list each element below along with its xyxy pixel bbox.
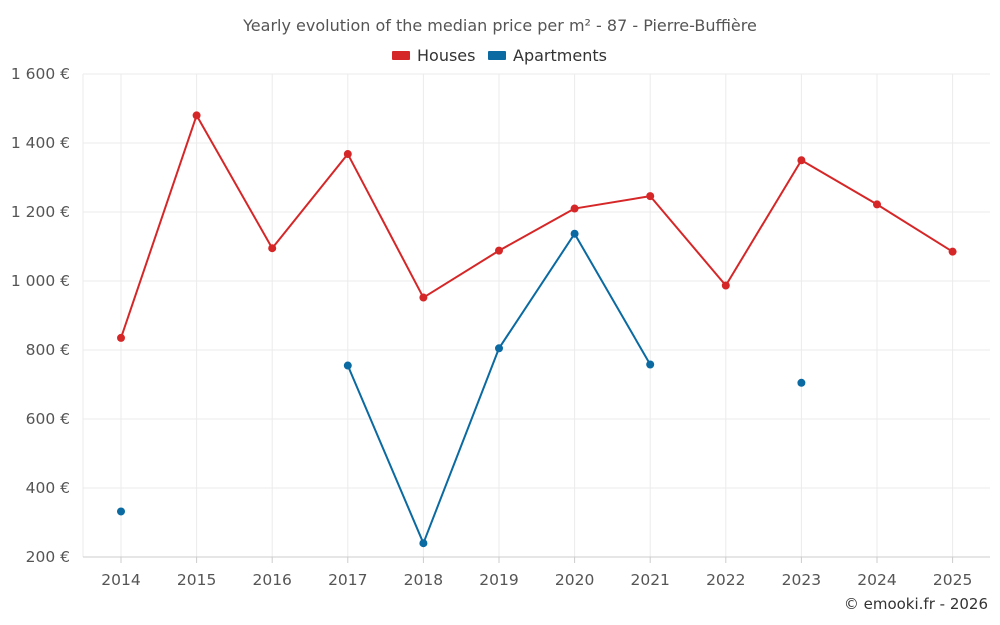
houses-point[interactable]	[570, 204, 579, 213]
apartments-point[interactable]	[570, 229, 579, 238]
houses-series-line	[120, 114, 954, 339]
y-tick-label: 1 200 €	[11, 203, 70, 221]
y-tick-label: 800 €	[26, 341, 70, 359]
x-tick-label: 2021	[630, 571, 669, 589]
x-tick-label: 2023	[782, 571, 821, 589]
plot-area	[117, 111, 957, 548]
x-tick-label: 2016	[252, 571, 291, 589]
y-tick-label: 400 €	[26, 479, 70, 497]
x-tick-label: 2019	[479, 571, 518, 589]
x-tick-label: 2018	[404, 571, 443, 589]
x-axis: 2014 2015 2016 2017 2018 2019 2020 2021 2022 2023…	[83, 556, 990, 589]
houses-point[interactable]	[873, 200, 881, 209]
apartments-point[interactable]	[419, 539, 428, 548]
legend-label-houses[interactable]: Houses	[417, 46, 475, 65]
houses-point[interactable]	[721, 281, 730, 290]
x-tick-label: 2015	[177, 571, 216, 589]
apartments-point[interactable]	[646, 360, 655, 369]
y-tick-label: 600 €	[26, 410, 70, 428]
legend[interactable]: Houses Apartments	[392, 46, 607, 65]
houses-point[interactable]	[117, 333, 125, 342]
x-tick-label: 2020	[555, 571, 594, 589]
houses-point[interactable]	[343, 150, 352, 159]
grid	[82, 73, 990, 557]
x-tick-label: 2024	[857, 571, 896, 589]
legend-swatch-houses[interactable]	[392, 51, 410, 60]
x-tick-label: 2014	[101, 571, 140, 589]
apartments-point[interactable]	[343, 361, 352, 370]
houses-point[interactable]	[948, 247, 957, 256]
legend-label-apartments[interactable]: Apartments	[513, 46, 607, 65]
y-tick-label: 200 €	[26, 548, 70, 566]
houses-point[interactable]	[797, 156, 806, 165]
x-tick-label: 2017	[328, 571, 367, 589]
y-tick-label: 1 000 €	[11, 272, 70, 290]
y-tick-label: 1 400 €	[11, 134, 70, 152]
x-tick-label: 2025	[933, 571, 972, 589]
houses-point[interactable]	[192, 111, 201, 120]
y-axis: 200 € 400 € 600 € 800 € 1 000 € 1 200 € 1 400 …	[11, 65, 70, 566]
y-tick-label: 1 600 €	[11, 65, 70, 83]
houses-point[interactable]	[419, 293, 428, 302]
apartments-point[interactable]	[797, 378, 806, 387]
apartments-point[interactable]	[117, 507, 125, 516]
houses-point[interactable]	[646, 192, 655, 201]
x-tick-label: 2022	[706, 571, 745, 589]
legend-swatch-apartments[interactable]	[488, 51, 506, 60]
chart-title: Yearly evolution of the median price per…	[242, 16, 757, 35]
houses-point[interactable]	[268, 244, 277, 253]
credit-text: © emooki.fr - 2026	[844, 595, 988, 613]
apartments-point[interactable]	[495, 344, 503, 353]
houses-point[interactable]	[495, 246, 503, 255]
